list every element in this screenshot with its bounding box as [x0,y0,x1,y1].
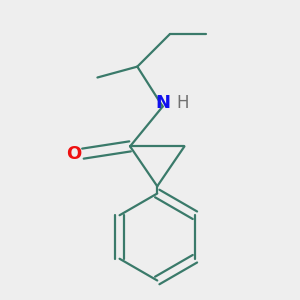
Text: O: O [66,145,82,163]
Text: H: H [176,94,189,112]
Text: N: N [155,94,170,112]
